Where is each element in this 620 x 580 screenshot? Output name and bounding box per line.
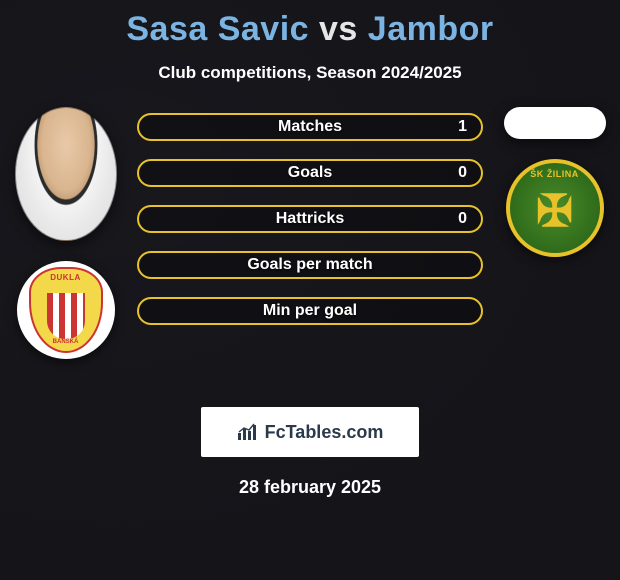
right-column: ŠK ŽILINA ✠ (497, 107, 612, 257)
stat-row-min-per-goal: Min per goal (137, 297, 483, 325)
stat-row-goals-per-match: Goals per match (137, 251, 483, 279)
dukla-crest-top-text: DUKLA (50, 273, 81, 282)
subtitle: Club competitions, Season 2024/2025 (0, 63, 620, 83)
stat-right-value: 0 (458, 210, 467, 228)
dukla-crest-stripes (47, 293, 85, 339)
player1-photo (15, 107, 117, 241)
stat-label: Hattricks (276, 210, 344, 228)
stat-label: Min per goal (263, 302, 357, 320)
stats-list: Matches 1 Goals 0 Hattricks 0 Goals per … (137, 113, 483, 325)
stat-right-value: 0 (458, 164, 467, 182)
branding-badge: FcTables.com (201, 407, 419, 457)
stat-right-value: 1 (458, 118, 467, 136)
date-label: 28 february 2025 (0, 477, 620, 498)
title-vs: vs (319, 10, 358, 48)
player2-club-crest: ŠK ŽILINA ✠ (506, 159, 604, 257)
stat-label: Goals (288, 164, 332, 182)
title-player1: Sasa Savic (126, 10, 309, 48)
dukla-crest-shield: DUKLA BANSKÁ (29, 267, 103, 353)
player2-photo-placeholder (504, 107, 606, 139)
stat-row-goals: Goals 0 (137, 159, 483, 187)
bar-chart-icon (237, 423, 259, 441)
stat-row-matches: Matches 1 (137, 113, 483, 141)
title-player2: Jambor (368, 10, 494, 48)
left-column: DUKLA BANSKÁ (8, 107, 123, 359)
stat-label: Goals per match (247, 256, 372, 274)
zilina-crest-cross-icon: ✠ (536, 190, 573, 234)
stat-row-hattricks: Hattricks 0 (137, 205, 483, 233)
comparison-content: DUKLA BANSKÁ ŠK ŽILINA ✠ Matches 1 Goals… (0, 113, 620, 373)
player1-club-crest: DUKLA BANSKÁ (17, 261, 115, 359)
stat-label: Matches (278, 118, 342, 136)
dukla-crest-bottom-text: BANSKÁ (53, 339, 79, 345)
page-title: Sasa Savic vs Jambor (0, 0, 620, 49)
zilina-crest-ring-text: ŠK ŽILINA (510, 169, 600, 179)
branding-text: FcTables.com (265, 422, 384, 443)
